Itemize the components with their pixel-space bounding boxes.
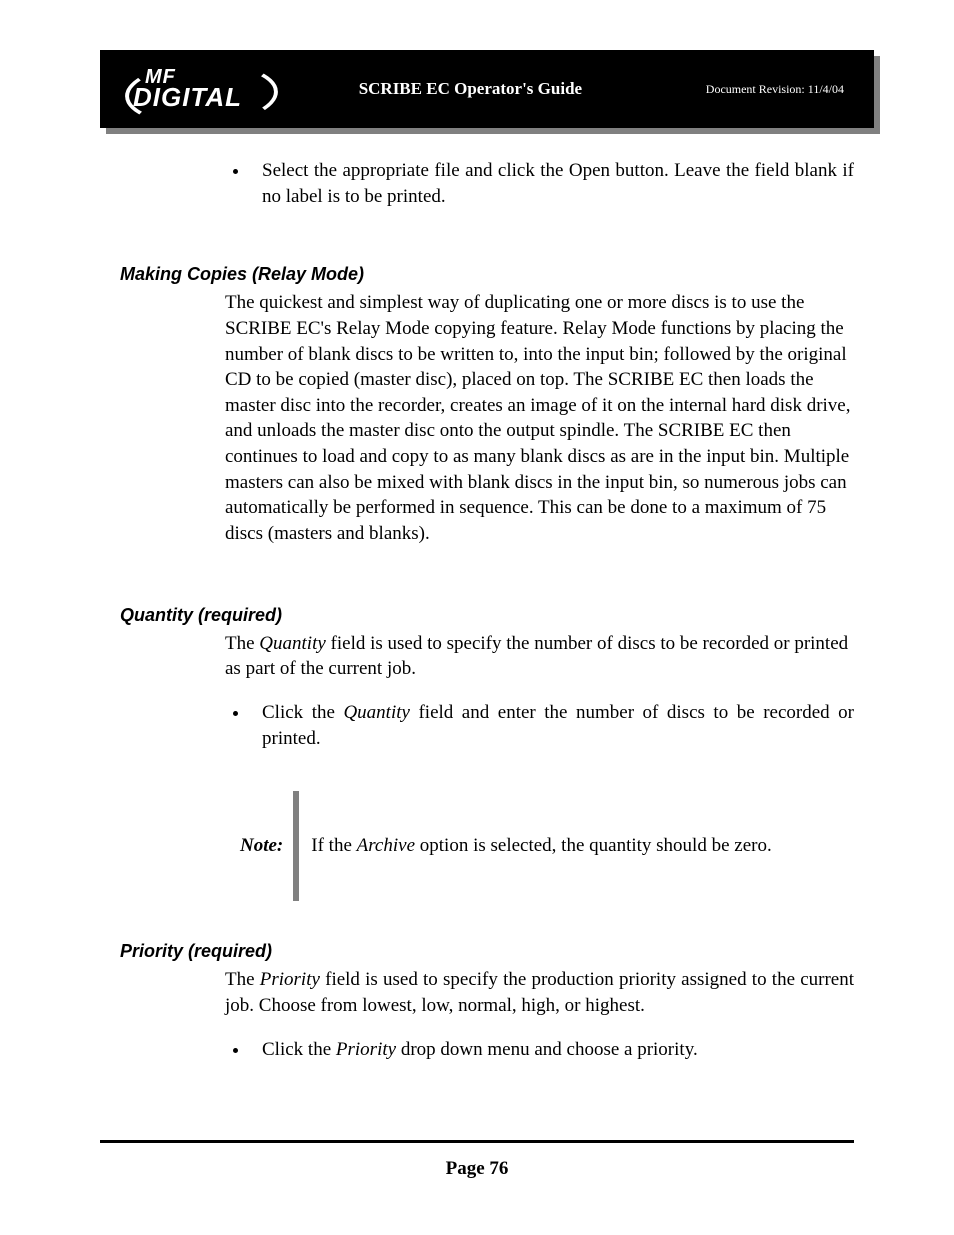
relay-body: The quickest and simplest way of duplica…: [175, 290, 854, 546]
page-header: MF DIGITAL SCRIBE EC Operator's Guide Do…: [100, 50, 874, 128]
quantity-bullet-em: Quantity: [343, 702, 410, 723]
page-footer: Page 76: [100, 1140, 854, 1180]
priority-heading: Priority (required): [120, 941, 854, 962]
quantity-note: Note: If the Archive option is selected,…: [240, 791, 854, 901]
priority-bullet-pre: Click the: [262, 1039, 336, 1060]
footer-page-number: Page 76: [100, 1158, 854, 1180]
header-title: SCRIBE EC Operator's Guide: [235, 79, 706, 99]
priority-bullet-item: Click the Priority drop down menu and ch…: [250, 1037, 854, 1063]
note-em: Archive: [357, 835, 415, 856]
document-page: MF DIGITAL SCRIBE EC Operator's Guide Do…: [0, 0, 954, 1235]
priority-bullet-post: drop down menu and choose a priority.: [396, 1039, 698, 1060]
priority-body-em: Priority: [260, 969, 320, 990]
priority-bullet-list: Click the Priority drop down menu and ch…: [175, 1037, 854, 1063]
quantity-body-pre: The: [225, 633, 259, 654]
priority-body-post: field is used to specify the production …: [225, 969, 854, 1016]
note-pre: If the: [311, 835, 356, 856]
priority-body: The Priority field is used to specify th…: [175, 967, 854, 1018]
footer-rule: [100, 1140, 854, 1143]
quantity-heading: Quantity (required): [120, 605, 854, 626]
intro-bullet-list: Select the appropriate file and click th…: [175, 158, 854, 209]
relay-heading: Making Copies (Relay Mode): [120, 264, 854, 285]
quantity-body: The Quantity field is used to specify th…: [175, 631, 854, 682]
quantity-bullet-pre: Click the: [262, 702, 343, 723]
note-text: If the Archive option is selected, the q…: [311, 835, 771, 857]
note-post: option is selected, the quantity should …: [415, 835, 772, 856]
note-bar: [293, 791, 299, 901]
page-content: Select the appropriate file and click th…: [175, 158, 854, 1062]
header-revision: Document Revision: 11/4/04: [706, 82, 844, 97]
logo-bottom-text: DIGITAL: [133, 86, 242, 109]
quantity-bullet-list: Click the Quantity field and enter the n…: [175, 700, 854, 751]
intro-bullet-item: Select the appropriate file and click th…: [250, 158, 854, 209]
header-main: MF DIGITAL SCRIBE EC Operator's Guide Do…: [100, 50, 874, 128]
quantity-bullet-item: Click the Quantity field and enter the n…: [250, 700, 854, 751]
priority-body-pre: The: [225, 969, 260, 990]
quantity-body-em: Quantity: [259, 633, 326, 654]
priority-bullet-em: Priority: [336, 1039, 396, 1060]
note-label: Note:: [240, 835, 283, 857]
